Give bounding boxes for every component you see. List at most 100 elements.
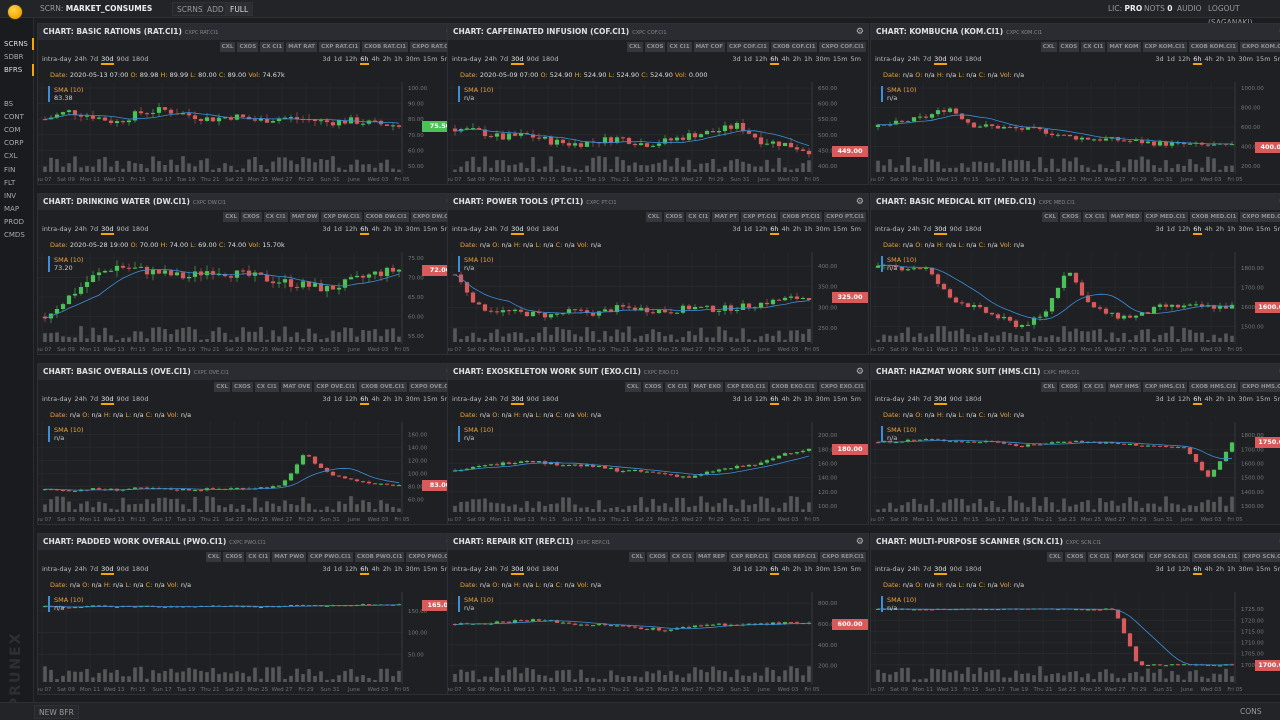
interval-option[interactable]: 4h — [781, 225, 790, 233]
range-option[interactable]: 24h — [484, 565, 497, 573]
command-button[interactable]: CXOS — [232, 382, 253, 392]
command-button[interactable]: CXPO EXO.CI1 — [818, 382, 866, 392]
command-button[interactable]: CXL — [645, 212, 662, 222]
interval-option[interactable]: 12h — [754, 225, 768, 233]
interval-option[interactable]: 2h — [792, 395, 802, 403]
range-option[interactable]: 24h — [484, 395, 497, 403]
range-option[interactable]: intra-day — [452, 395, 482, 403]
command-button[interactable]: CXOB COF.CI1 — [770, 42, 818, 52]
range-option[interactable]: 7d — [922, 565, 932, 573]
range-option[interactable]: intra-day — [42, 55, 72, 63]
command-button[interactable]: CXPO PWO.CI1 — [406, 552, 456, 562]
range-option[interactable]: 7d — [499, 565, 509, 573]
nav-item-flt[interactable]: FLT — [4, 179, 16, 187]
gear-icon[interactable]: ⚙ — [1279, 24, 1280, 40]
interval-option[interactable]: 4h — [1204, 55, 1213, 63]
command-button[interactable]: CXPO OVE.CI1 — [408, 382, 456, 392]
interval-option[interactable]: 1h — [1227, 395, 1236, 403]
interval-option[interactable]: 5m — [1273, 225, 1280, 233]
command-button[interactable]: CXP REP.CI1 — [728, 552, 771, 562]
interval-option[interactable]: 4h — [781, 565, 790, 573]
interval-option[interactable]: 2h — [382, 395, 392, 403]
interval-option[interactable]: 12h — [344, 395, 358, 403]
interval-option[interactable]: 3d — [1155, 395, 1164, 403]
nav-item-scrns[interactable]: SCRNS — [0, 38, 34, 50]
interval-option[interactable]: 3d — [322, 395, 331, 403]
command-button[interactable]: MAT RAT — [286, 42, 318, 52]
panel-title-bar[interactable]: CHART: CAFFEINATED INFUSION (COF.CI1) CXP… — [448, 24, 868, 40]
range-option[interactable]: 30d — [101, 225, 114, 235]
interval-option[interactable]: 4h — [781, 395, 790, 403]
interval-option[interactable]: 4h — [1204, 225, 1213, 233]
interval-option[interactable]: 6h — [1193, 55, 1202, 65]
nav-item-bfrs[interactable]: BFRS — [0, 64, 34, 76]
range-option[interactable]: 7d — [89, 225, 99, 233]
range-option[interactable]: intra-day — [42, 565, 72, 573]
range-option[interactable]: 180d — [131, 225, 149, 233]
interval-option[interactable]: 1h — [394, 565, 403, 573]
interval-option[interactable]: 5m — [850, 565, 861, 573]
command-button[interactable]: CXL — [1041, 382, 1058, 392]
interval-option[interactable]: 4h — [371, 55, 380, 63]
command-button[interactable]: CXL — [626, 42, 643, 52]
range-option[interactable]: 7d — [922, 55, 932, 63]
interval-option[interactable]: 30m — [815, 395, 830, 403]
command-button[interactable]: CXL — [1042, 212, 1058, 222]
range-option[interactable]: 7d — [89, 55, 99, 63]
command-button[interactable]: CXP RAT.CI1 — [319, 42, 361, 52]
interval-option[interactable]: 3d — [322, 565, 331, 573]
range-option[interactable]: intra-day — [42, 395, 72, 403]
nav-item-sdbr[interactable]: SDBR — [4, 53, 24, 61]
interval-option[interactable]: 15m — [1255, 565, 1271, 573]
audio-button[interactable]: AUDIO — [1177, 4, 1202, 13]
interval-option[interactable]: 6h — [770, 55, 779, 65]
command-button[interactable]: CXP SCN.CI1 — [1147, 552, 1191, 562]
interval-option[interactable]: 30m — [1238, 395, 1253, 403]
range-option[interactable]: 30d — [934, 225, 947, 235]
interval-option[interactable]: 12h — [1177, 55, 1191, 63]
interval-option[interactable]: 5m — [440, 225, 451, 233]
interval-option[interactable]: 5m — [440, 395, 451, 403]
console-count[interactable]: CONS 113 — [1240, 707, 1262, 716]
gear-icon[interactable]: ⚙ — [855, 27, 864, 37]
range-option[interactable]: 90d — [116, 395, 129, 403]
interval-option[interactable]: 2h — [1215, 395, 1225, 403]
nav-item-com[interactable]: COM — [4, 126, 21, 134]
interval-option[interactable]: 3d — [1155, 55, 1164, 63]
interval-option[interactable]: 6h — [770, 225, 779, 235]
interval-option[interactable]: 15m — [1255, 225, 1271, 233]
range-option[interactable]: 90d — [116, 225, 129, 233]
new-buffer-button[interactable]: NEW BFR — [34, 705, 79, 719]
panel-title-bar[interactable]: CHART: EXOSKELETON WORK SUIT (EXO.CI1) CX… — [448, 364, 868, 380]
command-button[interactable]: CX CI1 — [667, 42, 692, 52]
interval-option[interactable]: 3d — [732, 395, 741, 403]
command-button[interactable]: CXL — [624, 382, 641, 392]
interval-option[interactable]: 6h — [360, 395, 369, 405]
nav-item-cont[interactable]: CONT — [4, 113, 24, 121]
interval-option[interactable]: 6h — [770, 395, 779, 405]
interval-option[interactable]: 1h — [1227, 225, 1236, 233]
interval-option[interactable]: 1h — [804, 55, 813, 63]
interval-option[interactable]: 2h — [792, 565, 802, 573]
command-button[interactable]: CX CI1 — [263, 212, 288, 222]
range-option[interactable]: 90d — [949, 225, 962, 233]
range-option[interactable]: 180d — [964, 395, 982, 403]
range-option[interactable]: 90d — [526, 395, 539, 403]
interval-option[interactable]: 15m — [832, 225, 848, 233]
range-option[interactable]: 180d — [541, 565, 559, 573]
range-option[interactable]: 24h — [907, 55, 920, 63]
range-option[interactable]: 30d — [511, 225, 524, 235]
interval-option[interactable]: 12h — [1177, 395, 1191, 403]
range-option[interactable]: 30d — [511, 395, 524, 405]
interval-option[interactable]: 3d — [732, 55, 741, 63]
interval-option[interactable]: 1d — [743, 225, 752, 233]
interval-option[interactable]: 30m — [1238, 225, 1253, 233]
nav-item-corp[interactable]: CORP — [4, 139, 24, 147]
range-option[interactable]: 24h — [74, 395, 87, 403]
command-button[interactable]: CX CI1 — [665, 382, 690, 392]
interval-option[interactable]: 5m — [850, 225, 861, 233]
nav-item-cxl[interactable]: CXL — [4, 152, 18, 160]
range-option[interactable]: 7d — [499, 55, 509, 63]
